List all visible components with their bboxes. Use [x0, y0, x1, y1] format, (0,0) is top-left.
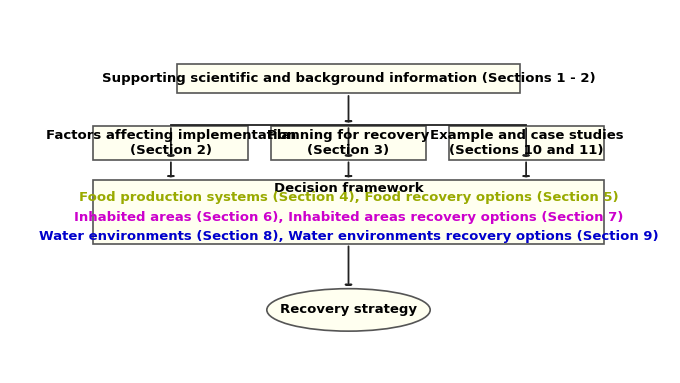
FancyBboxPatch shape: [271, 126, 426, 159]
FancyBboxPatch shape: [177, 64, 520, 93]
Ellipse shape: [267, 289, 430, 331]
Text: Example and case studies
(Sections 10 and 11): Example and case studies (Sections 10 an…: [430, 129, 623, 157]
Text: Water environments (Section 8), Water environments recovery options (Section 9): Water environments (Section 8), Water en…: [39, 230, 658, 243]
FancyBboxPatch shape: [449, 126, 604, 159]
Text: Planning for recovery
(Section 3): Planning for recovery (Section 3): [267, 129, 429, 157]
FancyBboxPatch shape: [93, 180, 604, 244]
Text: Factors affecting implementation
(Section 2): Factors affecting implementation (Sectio…: [46, 129, 296, 157]
FancyBboxPatch shape: [93, 126, 248, 159]
Text: Food production systems (Section 4), Food recovery options (Section 5): Food production systems (Section 4), Foo…: [79, 192, 618, 205]
Text: Supporting scientific and background information (Sections 1 - 2): Supporting scientific and background inf…: [102, 72, 595, 85]
Text: Inhabited areas (Section 6), Inhabited areas recovery options (Section 7): Inhabited areas (Section 6), Inhabited a…: [74, 211, 623, 224]
Text: Decision framework: Decision framework: [273, 182, 424, 195]
Text: Recovery strategy: Recovery strategy: [280, 303, 417, 316]
